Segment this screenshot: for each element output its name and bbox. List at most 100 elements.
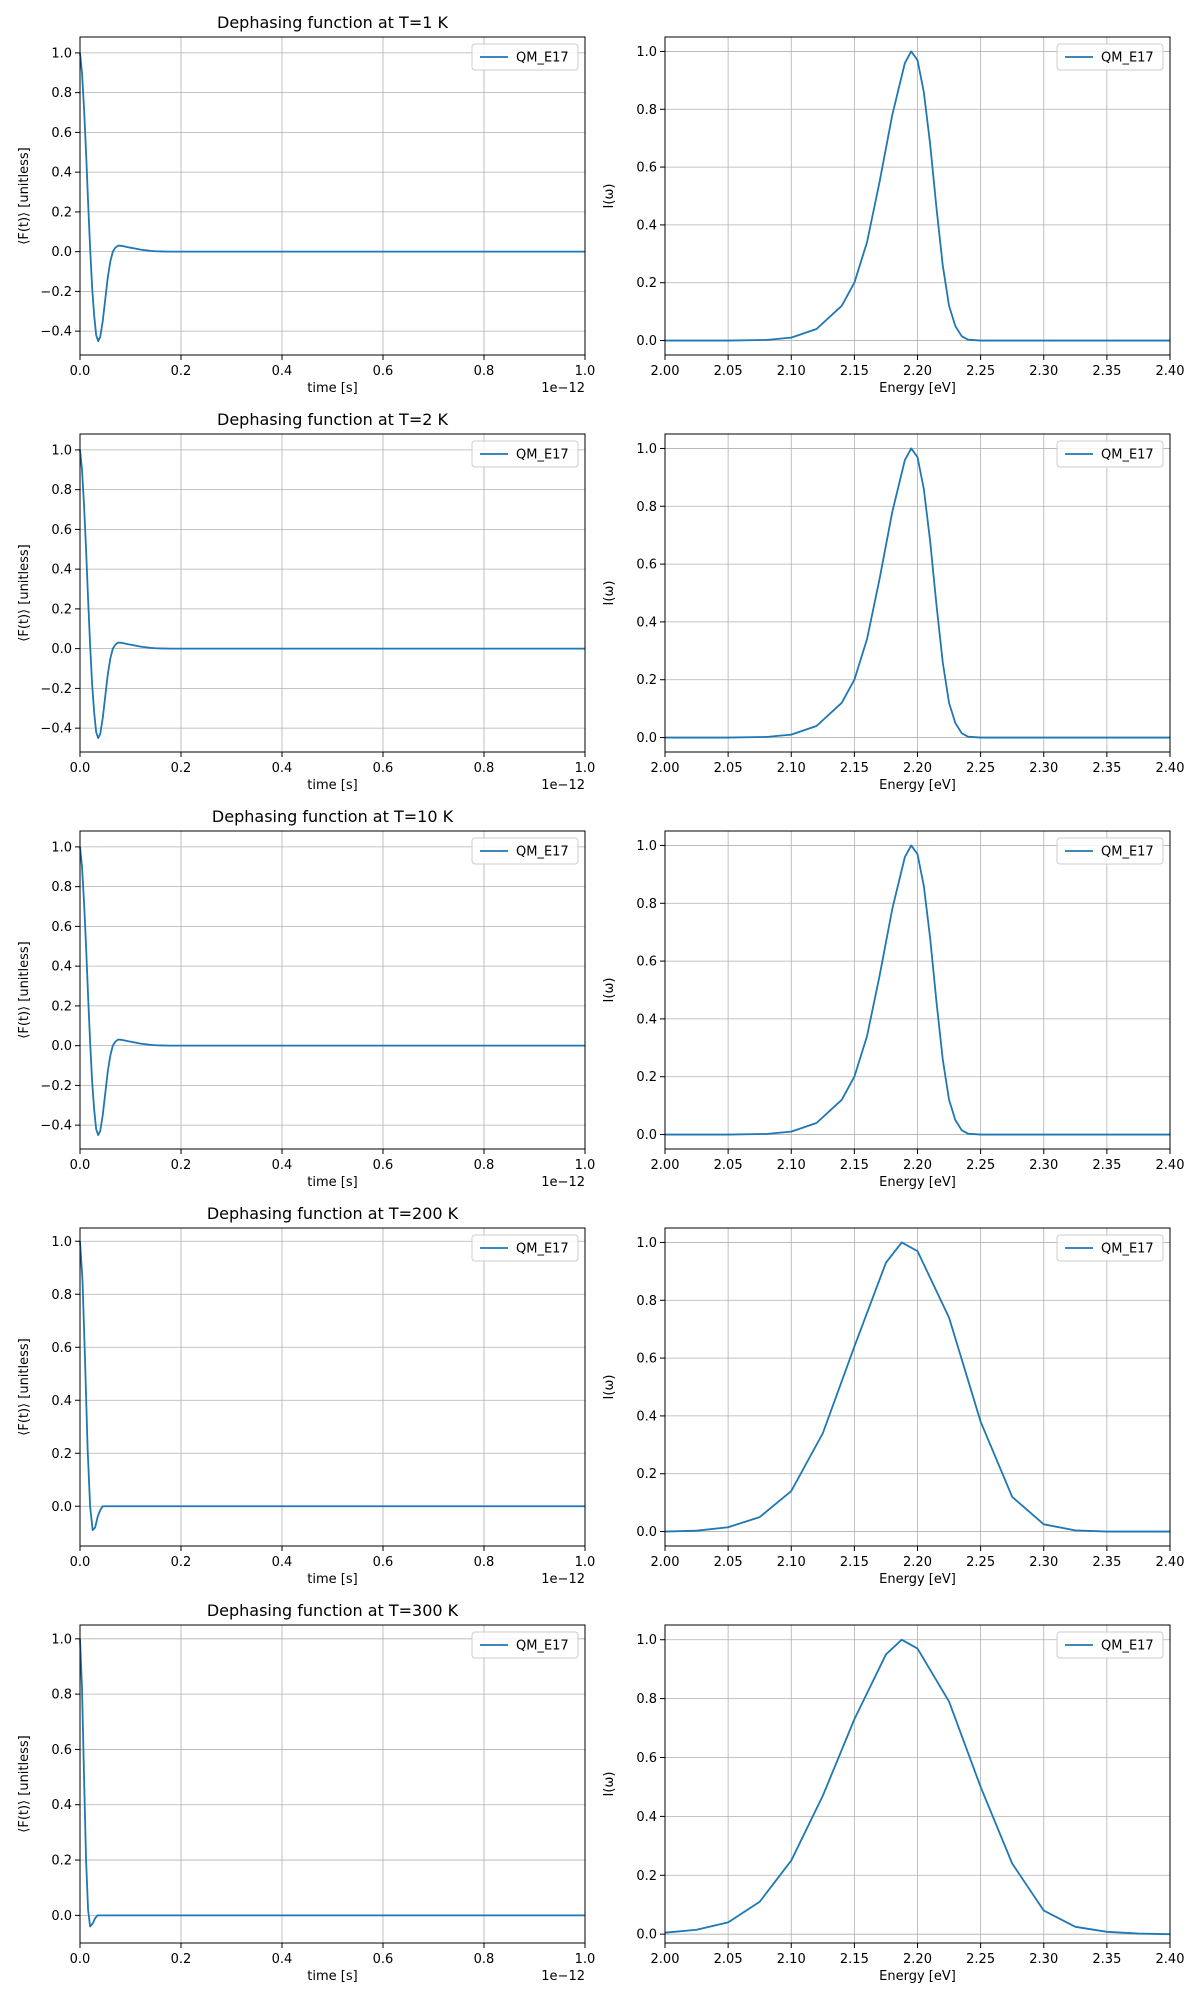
y-tick-label: 0.6 bbox=[636, 1352, 657, 1367]
y-tick-label: 0.6 bbox=[51, 1341, 72, 1356]
y-tick-label: 1.0 bbox=[636, 1633, 657, 1648]
series-line-QM_E17 bbox=[79, 1638, 585, 1928]
x-tick-label: 2.10 bbox=[777, 1158, 806, 1173]
chart-title: Dephasing function at T=10 K bbox=[212, 807, 454, 826]
x-tick-label: 2.35 bbox=[1092, 1555, 1121, 1570]
y-tick-label: 0.2 bbox=[636, 276, 657, 291]
y-tick-label: 0.2 bbox=[51, 999, 72, 1014]
y-tick-label: 0.6 bbox=[51, 523, 72, 538]
series-line-QM_E17 bbox=[665, 447, 1170, 739]
y-tick-label: 0.2 bbox=[51, 205, 72, 220]
x-tick-label: 2.10 bbox=[777, 364, 806, 379]
x-tick-label: 0.6 bbox=[373, 364, 394, 379]
y-axis-label: I(ω) bbox=[602, 581, 617, 606]
y-tick-label: 0.4 bbox=[51, 563, 72, 578]
x-tick-label: 1.0 bbox=[575, 1952, 596, 1967]
chart-title: Dephasing function at T=2 K bbox=[217, 410, 448, 429]
x-tick-label: 0.6 bbox=[373, 761, 394, 776]
series-line-QM_E17 bbox=[79, 846, 585, 1136]
x-tick-label: 0.0 bbox=[70, 1952, 91, 1967]
legend-box bbox=[471, 440, 579, 468]
x-tick-label: 2.25 bbox=[966, 761, 995, 776]
legend: QM_E17 bbox=[1056, 43, 1164, 71]
x-tick-label: 2.05 bbox=[714, 761, 743, 776]
x-tick-label: 2.20 bbox=[903, 1952, 932, 1967]
y-tick-label: 0.2 bbox=[51, 602, 72, 617]
x-tick-label: 0.4 bbox=[272, 1952, 293, 1967]
x-tick-label: 2.20 bbox=[903, 1158, 932, 1173]
x-tick-label: 0.0 bbox=[70, 761, 91, 776]
y-tick-label: 0.8 bbox=[51, 483, 72, 498]
x-tick-label: 2.25 bbox=[966, 1555, 995, 1570]
y-tick-label: 0.2 bbox=[636, 1869, 657, 1884]
chart-panel-8: 2.00 2.05 2.10 2.15 2.20 2.25 2.30 2.35 2.40 0.0 0… bbox=[602, 1227, 1184, 1587]
y-tick-label: 1.0 bbox=[51, 1632, 72, 1647]
x-tick-label: 0.8 bbox=[474, 761, 495, 776]
legend: QM_E17 bbox=[471, 440, 579, 468]
x-tick-label: 0.8 bbox=[474, 1158, 495, 1173]
chart-panel-6: 2.00 2.05 2.10 2.15 2.20 2.25 2.30 2.35 2.40 0.0 0… bbox=[602, 830, 1184, 1190]
y-tick-label: −0.4 bbox=[40, 325, 72, 340]
x-tick-label: 0.2 bbox=[171, 761, 192, 776]
legend-entry: QM_E17 bbox=[516, 1242, 569, 1257]
x-tick-label: 2.00 bbox=[651, 761, 680, 776]
y-tick-label: 0.2 bbox=[51, 1854, 72, 1869]
x-tick-label: 0.2 bbox=[171, 364, 192, 379]
x-axis-label: Energy [eV] bbox=[879, 381, 956, 396]
y-tick-label: 0.6 bbox=[636, 955, 657, 970]
chart-panel-9: 0.0 0.2 0.4 0.6 0.8 1.0 0.0 0.2 0.4 0.6 0.8 1.0 Deph… bbox=[17, 1601, 595, 1984]
axes-frame bbox=[79, 1227, 586, 1547]
legend-box bbox=[1056, 440, 1164, 468]
x-tick-label: 2.40 bbox=[1156, 761, 1185, 776]
x-tick-label: 0.0 bbox=[70, 1555, 91, 1570]
y-tick-label: 0.2 bbox=[636, 673, 657, 688]
x-tick-label: 2.00 bbox=[651, 1555, 680, 1570]
x-tick-label: 0.2 bbox=[171, 1555, 192, 1570]
axes-frame bbox=[79, 1624, 586, 1944]
x-offset-label: 1e−12 bbox=[541, 778, 585, 793]
y-tick-label: 0.4 bbox=[51, 166, 72, 181]
legend-box bbox=[471, 1234, 579, 1262]
y-axis-label: ⟨F(t)⟩ [unitless] bbox=[17, 544, 32, 641]
legend: QM_E17 bbox=[1056, 440, 1164, 468]
y-tick-label: 0.2 bbox=[636, 1070, 657, 1085]
chart-title: Dephasing function at T=1 K bbox=[217, 13, 448, 32]
series-line-QM_E17 bbox=[665, 844, 1170, 1136]
series-line-QM_E17 bbox=[664, 1638, 1171, 1936]
series-line-QM_E17 bbox=[665, 50, 1170, 342]
y-tick-label: 0.0 bbox=[636, 731, 657, 746]
x-tick-label: 1.0 bbox=[575, 761, 596, 776]
x-tick-label: 2.05 bbox=[714, 1158, 743, 1173]
x-offset-label: 1e−12 bbox=[541, 1572, 585, 1587]
x-tick-label: 0.0 bbox=[70, 1158, 91, 1173]
y-tick-label: 0.8 bbox=[636, 500, 657, 515]
x-tick-label: 2.20 bbox=[903, 364, 932, 379]
y-tick-label: 0.0 bbox=[51, 1500, 72, 1515]
x-tick-label: 0.2 bbox=[171, 1158, 192, 1173]
y-tick-label: −0.4 bbox=[40, 1119, 72, 1134]
x-tick-label: 2.15 bbox=[840, 1158, 869, 1173]
legend-box bbox=[1056, 43, 1164, 71]
x-tick-label: 2.30 bbox=[1029, 1158, 1058, 1173]
y-tick-label: 0.6 bbox=[636, 558, 657, 573]
x-tick-label: 2.20 bbox=[903, 1555, 932, 1570]
x-tick-label: 2.30 bbox=[1029, 364, 1058, 379]
legend: QM_E17 bbox=[1056, 1234, 1164, 1262]
series-line-QM_E17 bbox=[79, 1241, 585, 1531]
x-axis-label: time [s] bbox=[307, 1969, 357, 1984]
y-tick-label: 0.4 bbox=[636, 218, 657, 233]
x-axis-label: Energy [eV] bbox=[879, 1175, 956, 1190]
y-tick-label: 0.4 bbox=[51, 1394, 72, 1409]
legend-box bbox=[1056, 837, 1164, 865]
axes-frame bbox=[79, 830, 586, 1150]
y-tick-label: −0.2 bbox=[40, 285, 72, 300]
x-tick-label: 2.15 bbox=[840, 1952, 869, 1967]
y-tick-label: 0.0 bbox=[51, 1909, 72, 1924]
y-tick-label: 1.0 bbox=[636, 1236, 657, 1251]
legend: QM_E17 bbox=[1056, 837, 1164, 865]
series-line-QM_E17 bbox=[664, 1241, 1170, 1533]
legend-entry: QM_E17 bbox=[1101, 845, 1154, 860]
x-tick-label: 0.6 bbox=[373, 1555, 394, 1570]
x-tick-label: 2.05 bbox=[714, 1952, 743, 1967]
x-tick-label: 2.35 bbox=[1092, 1158, 1121, 1173]
